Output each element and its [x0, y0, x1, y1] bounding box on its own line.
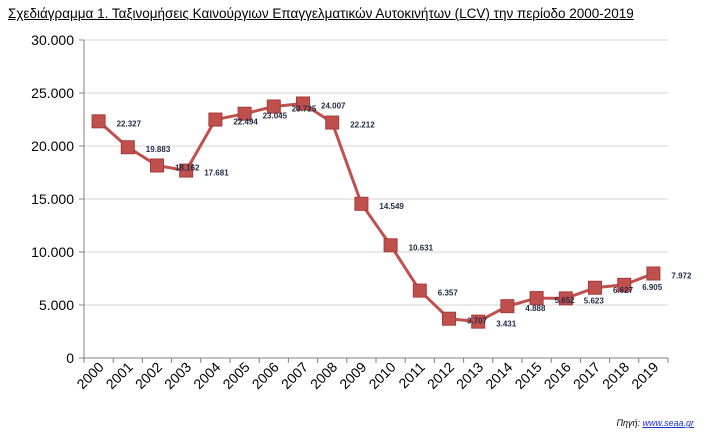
x-tick-label: 2015	[511, 359, 544, 392]
x-tick-label: 2004	[190, 359, 223, 392]
data-label: 17.681	[204, 169, 229, 178]
data-point	[529, 291, 544, 306]
data-label: 4.888	[525, 304, 546, 313]
data-point	[120, 140, 135, 155]
data-point	[237, 106, 252, 121]
data-label: 22.212	[350, 121, 375, 130]
data-label: 6.357	[438, 289, 459, 298]
data-series	[91, 96, 661, 329]
x-tick-label: 2006	[249, 359, 282, 392]
y-tick-label: 10.000	[31, 244, 74, 260]
y-tick-label: 15.000	[31, 191, 74, 207]
chart-title: Σχεδιάγραμμα 1. Ταξινομήσεις Καινούργιων…	[8, 6, 634, 21]
data-point	[412, 283, 427, 298]
x-tick-label: 2007	[278, 359, 311, 392]
data-label: 3.707	[467, 317, 488, 326]
data-point	[91, 114, 106, 129]
x-tick-label: 2003	[161, 359, 194, 392]
data-point	[354, 196, 369, 211]
data-label: 3.431	[496, 320, 517, 329]
x-tick-label: 2010	[365, 359, 398, 392]
data-point	[588, 280, 602, 295]
data-point	[208, 112, 223, 127]
data-point	[383, 238, 398, 253]
y-tick-label: 0	[66, 350, 74, 366]
x-tick-label: 2000	[73, 359, 106, 392]
axes	[79, 39, 669, 363]
x-tick-label: 2013	[453, 359, 486, 392]
x-tick-label: 2018	[599, 359, 632, 392]
data-label: 7.972	[671, 271, 692, 280]
data-label: 14.549	[379, 202, 404, 211]
source-label: Πηγή:	[616, 418, 640, 428]
y-tick-label: 20.000	[31, 138, 74, 154]
x-tick-label: 2001	[103, 359, 136, 392]
x-tick-label: 2014	[482, 359, 515, 392]
data-point	[617, 277, 632, 292]
x-tick-label: 2011	[395, 359, 428, 392]
data-label: 6.905	[642, 283, 663, 292]
data-label: 23.045	[263, 112, 288, 121]
data-label: 24.007	[321, 102, 346, 111]
source-link[interactable]: www.seaa.gr	[642, 418, 694, 428]
x-tick-label: 2005	[219, 359, 252, 392]
data-label: 19.883	[146, 145, 171, 154]
data-label: 23.725	[292, 105, 317, 114]
data-label: 5.623	[584, 296, 605, 305]
x-tick-labels: 2000200120022003200420052006200720082009…	[73, 359, 661, 392]
data-label: 22.327	[117, 119, 142, 128]
x-tick-label: 2002	[132, 359, 165, 392]
y-tick-label: 25.000	[31, 85, 74, 101]
data-point	[150, 158, 164, 173]
data-point	[325, 115, 340, 130]
y-tick-label: 30.000	[31, 32, 74, 48]
x-tick-label: 2017	[570, 359, 603, 392]
data-point	[471, 314, 486, 329]
data-label: 5.652	[555, 296, 576, 305]
data-label: 18.162	[175, 163, 200, 172]
data-point	[179, 163, 194, 178]
data-labels: 22.327 19.883 18.162 17.681 22.494 23.045 23.7…	[117, 102, 692, 329]
x-tick-label: 2016	[541, 359, 574, 392]
x-tick-label: 2012	[424, 359, 457, 392]
source-note: Πηγή: www.seaa.gr	[616, 418, 694, 428]
data-label: 10.631	[409, 243, 434, 252]
data-label: 22.494	[233, 118, 258, 127]
data-point	[646, 266, 661, 281]
series-line	[97, 102, 654, 324]
x-tick-label: 2008	[307, 359, 340, 392]
data-point	[266, 99, 281, 114]
data-point	[500, 299, 515, 314]
y-tick-labels: 0 5.000 10.000 15.000 20.000 25.000 30.000	[31, 32, 74, 366]
data-point	[442, 311, 456, 326]
data-point	[296, 96, 310, 111]
x-tick-label: 2009	[336, 359, 369, 392]
data-label: 6.627	[613, 286, 634, 295]
x-tick-label: 2019	[628, 359, 661, 392]
data-point	[558, 291, 573, 306]
gridlines	[84, 39, 668, 306]
y-tick-label: 5.000	[39, 297, 74, 313]
